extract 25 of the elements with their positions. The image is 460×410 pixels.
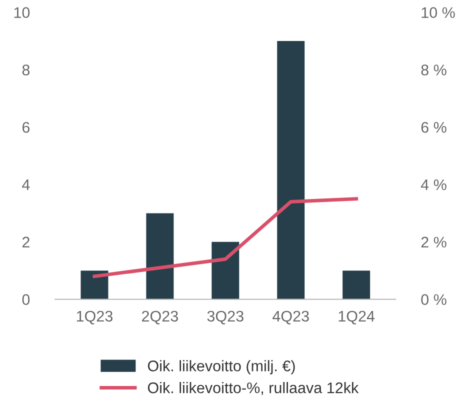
y2-tick-label: 4 % bbox=[420, 179, 446, 190]
x-tick-label: 1Q24 bbox=[338, 310, 375, 324]
y-tick-label: 0 bbox=[22, 294, 30, 305]
y-tick-label: 6 bbox=[22, 122, 30, 133]
bar bbox=[342, 270, 370, 300]
y2-tick-label: 6 % bbox=[421, 122, 446, 133]
legend-label: Oik. liikevoitto (milj. €) bbox=[148, 360, 295, 374]
bar bbox=[80, 270, 108, 300]
x-tick-label: 1Q23 bbox=[76, 310, 112, 324]
bar bbox=[212, 242, 240, 300]
line-series bbox=[92, 197, 358, 278]
y-tick-label: 8 bbox=[22, 64, 30, 76]
x-tick-label: 3Q23 bbox=[207, 310, 244, 324]
y-tick-label: 4 bbox=[22, 180, 30, 190]
bar bbox=[146, 213, 174, 300]
y-tick-label: 2 bbox=[22, 236, 30, 248]
x-tick-label: 2Q23 bbox=[142, 310, 178, 324]
y-tick-label: 10 bbox=[14, 7, 30, 18]
legend-label: Oik. liikevoitto-%, rullaava 12kk bbox=[148, 382, 359, 396]
y2-tick-label: 10 % bbox=[422, 7, 455, 18]
y2-tick-label: 8 % bbox=[421, 64, 446, 76]
y2-tick-label: 0 % bbox=[421, 294, 446, 305]
y2-tick-label: 2 % bbox=[421, 236, 446, 248]
bar bbox=[277, 41, 305, 300]
x-tick-label: 4Q23 bbox=[272, 310, 309, 324]
